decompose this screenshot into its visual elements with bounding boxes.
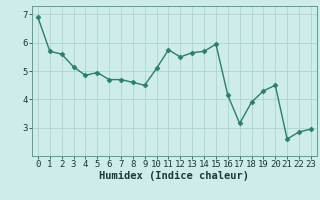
X-axis label: Humidex (Indice chaleur): Humidex (Indice chaleur) [100, 171, 249, 181]
